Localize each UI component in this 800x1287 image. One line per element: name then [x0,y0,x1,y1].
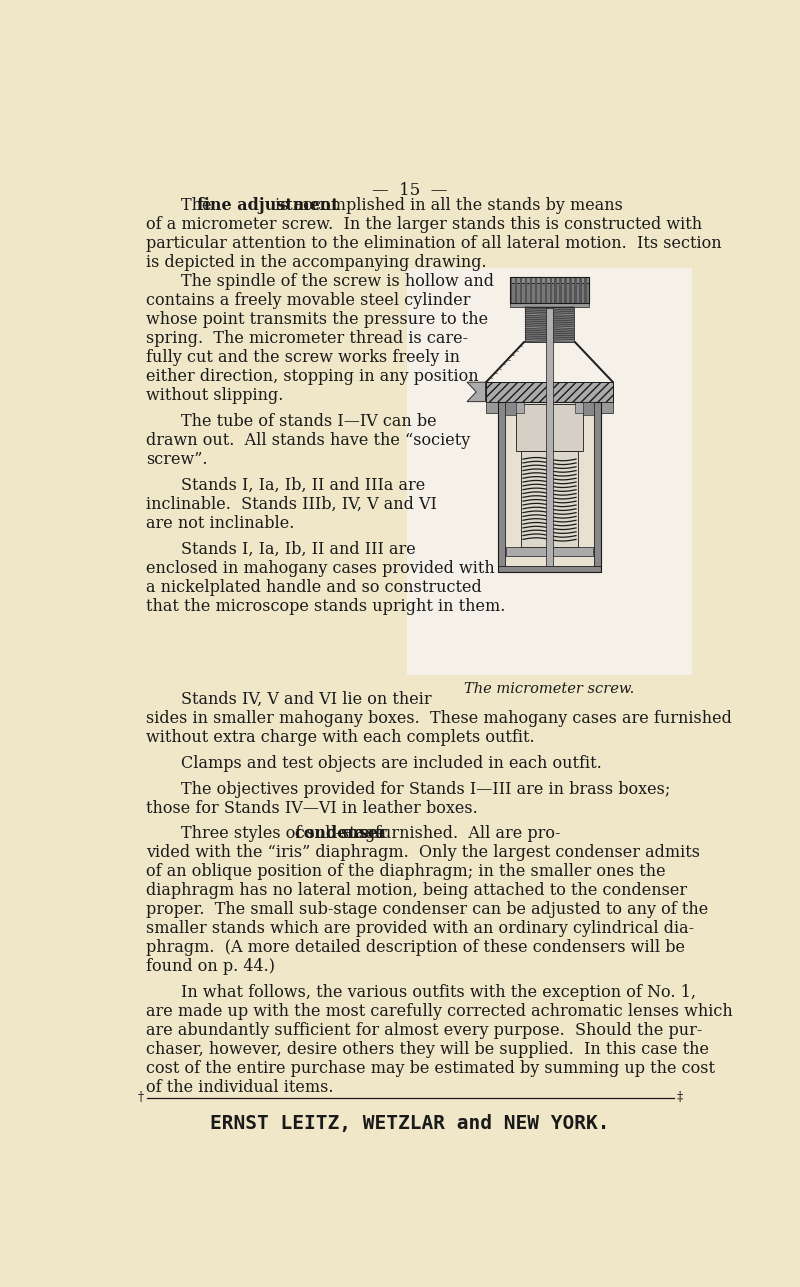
Text: Stands I, Ia, Ib, II and IIIa are: Stands I, Ia, Ib, II and IIIa are [181,476,425,494]
Bar [546,308,553,463]
Bar [486,402,518,413]
Bar [510,277,512,302]
Text: found on p. 44.): found on p. 44.) [146,959,275,976]
Text: fine adjustment: fine adjustment [197,197,338,214]
Polygon shape [467,382,486,402]
Bar [407,269,692,674]
Text: Stands IV, V and VI lie on their: Stands IV, V and VI lie on their [181,691,431,708]
Text: condenser: condenser [294,825,386,842]
Bar [506,402,594,566]
Bar [545,277,547,302]
Text: are furnished.  All are pro-: are furnished. All are pro- [338,825,561,842]
Text: Clamps and test objects are included in each outfit.: Clamps and test objects are included in … [181,755,602,772]
Bar [579,277,582,302]
Text: sides in smaller mahogany boxes.  These mahogany cases are furnished: sides in smaller mahogany boxes. These m… [146,710,732,727]
Bar [498,566,601,573]
Text: Stands I, Ia, Ib, II and III are: Stands I, Ia, Ib, II and III are [181,541,415,557]
Text: The tube of stands I—IV can be: The tube of stands I—IV can be [181,413,436,430]
Text: of the individual items.: of the individual items. [146,1080,334,1097]
Bar [574,277,577,302]
Text: chaser, however, desire others they will be supplied.  In this case the: chaser, however, desire others they will… [146,1041,710,1058]
Bar [526,308,574,341]
Text: either direction, stopping in any position: either direction, stopping in any positi… [146,368,479,385]
Bar [510,277,590,283]
Text: are made up with the most carefully corrected achromatic lenses which: are made up with the most carefully corr… [146,1003,734,1021]
Text: The: The [181,197,216,214]
Bar [559,277,562,302]
Text: without slipping.: without slipping. [146,387,284,404]
Text: vided with the “iris” diaphragm.  Only the largest condenser admits: vided with the “iris” diaphragm. Only th… [146,844,701,861]
Text: smaller stands which are provided with an ordinary cylindrical dia-: smaller stands which are provided with a… [146,920,694,937]
Polygon shape [486,341,526,382]
Text: particular attention to the elimination of all lateral motion.  Its section: particular attention to the elimination … [146,236,722,252]
Bar [525,277,527,302]
Bar [581,402,614,413]
Text: ‡: ‡ [677,1091,683,1104]
Bar [530,277,532,302]
Bar [498,402,506,573]
Bar [516,404,582,452]
Text: Three styles of sub-stage: Three styles of sub-stage [181,825,390,842]
Text: spring.  The micrometer thread is care-: spring. The micrometer thread is care- [146,331,469,347]
Bar [554,277,557,302]
Bar [550,277,552,302]
Text: ERNST LEITZ, WETZLAR and NEW YORK.: ERNST LEITZ, WETZLAR and NEW YORK. [210,1113,610,1133]
Polygon shape [604,382,614,402]
Bar [514,277,517,302]
Text: is accomplished in all the stands by means: is accomplished in all the stands by mea… [270,197,622,214]
Bar [575,402,586,413]
Text: contains a freely movable steel cylinder: contains a freely movable steel cylinder [146,292,471,309]
Bar [539,277,542,302]
Bar [486,382,614,402]
Text: The spindle of the screw is hollow and: The spindle of the screw is hollow and [181,273,494,290]
Text: proper.  The small sub-stage condenser can be adjusted to any of the: proper. The small sub-stage condenser ca… [146,901,709,919]
Text: is depicted in the accompanying drawing.: is depicted in the accompanying drawing. [146,254,487,272]
Text: that the microscope stands upright in them.: that the microscope stands upright in th… [146,597,506,615]
Bar [594,402,601,573]
Text: screw”.: screw”. [146,450,208,468]
Text: are abundantly sufficient for almost every purpose.  Should the pur-: are abundantly sufficient for almost eve… [146,1022,703,1039]
Bar [570,277,572,302]
Bar [513,402,524,413]
Bar [521,452,578,547]
Bar [506,402,516,416]
Bar [510,302,590,308]
Bar [506,547,593,556]
Bar [565,277,567,302]
Text: †: † [138,1091,143,1104]
Bar [583,402,594,416]
Text: drawn out.  All stands have the “society: drawn out. All stands have the “society [146,432,470,449]
Bar [510,277,590,302]
Bar [534,277,537,302]
Text: of a micrometer screw.  In the larger stands this is constructed with: of a micrometer screw. In the larger sta… [146,216,702,233]
Text: phragm.  (A more detailed description of these condensers will be: phragm. (A more detailed description of … [146,940,686,956]
Polygon shape [574,341,614,382]
Bar [519,277,522,302]
Text: cost of the entire purchase may be estimated by summing up the cost: cost of the entire purchase may be estim… [146,1060,715,1077]
Text: enclosed in mahogany cases provided with: enclosed in mahogany cases provided with [146,560,495,577]
Text: whose point transmits the pressure to the: whose point transmits the pressure to th… [146,311,489,328]
Text: In what follows, the various outfits with the exception of No. 1,: In what follows, the various outfits wit… [181,985,696,1001]
Text: of an oblique position of the diaphragm; in the smaller ones the: of an oblique position of the diaphragm;… [146,864,666,880]
Text: without extra charge with each complets outfit.: without extra charge with each complets … [146,730,535,746]
Bar [510,277,590,302]
Bar [585,277,587,302]
Text: diaphragm has no lateral motion, being attached to the condenser: diaphragm has no lateral motion, being a… [146,883,688,900]
Text: —  15  —: — 15 — [372,183,448,199]
Text: are not inclinable.: are not inclinable. [146,515,295,532]
Text: a nickelplated handle and so constructed: a nickelplated handle and so constructed [146,579,482,596]
Text: fully cut and the screw works freely in: fully cut and the screw works freely in [146,349,461,367]
Text: inclinable.  Stands IIIb, IV, V and VI: inclinable. Stands IIIb, IV, V and VI [146,495,438,512]
Text: those for Stands IV—VI in leather boxes.: those for Stands IV—VI in leather boxes. [146,799,478,817]
Text: The objectives provided for Stands I—III are in brass boxes;: The objectives provided for Stands I—III… [181,781,670,798]
Bar [546,308,553,566]
Text: The micrometer screw.: The micrometer screw. [464,682,634,696]
